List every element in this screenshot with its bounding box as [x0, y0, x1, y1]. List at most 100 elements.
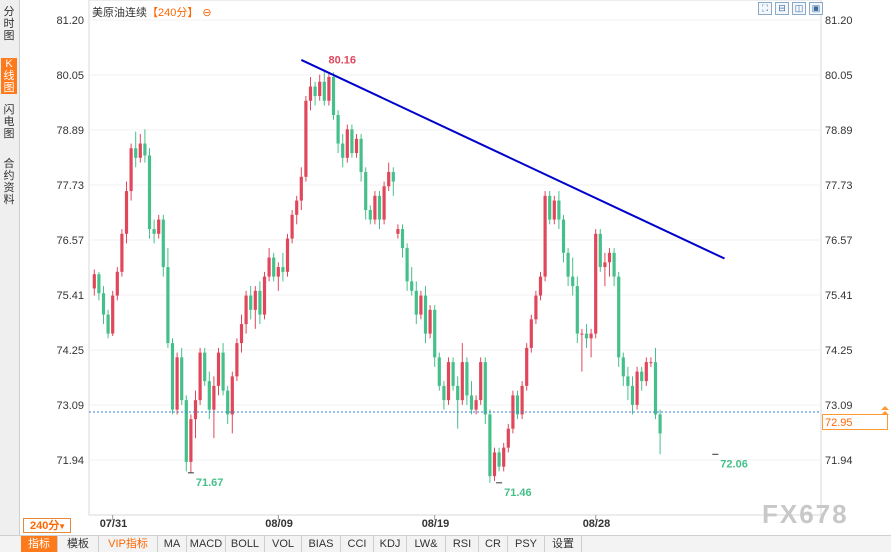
candle-body — [405, 248, 409, 282]
candle-body — [97, 274, 101, 294]
candle-body — [157, 219, 161, 234]
candle-body — [138, 143, 142, 158]
candle-body — [640, 371, 644, 382]
candles — [92, 69, 662, 483]
candle-body — [285, 238, 290, 272]
period-selector[interactable]: 240分 ▼ — [23, 518, 71, 533]
candle-body — [143, 143, 147, 156]
candle-body — [649, 362, 653, 364]
candle-body — [170, 343, 175, 410]
candle-body — [469, 395, 474, 410]
y-tick-label-right: 80.05 — [825, 70, 853, 82]
candle-body — [506, 428, 510, 448]
candle-body — [534, 295, 538, 320]
y-tick-label-left: 80.05 — [56, 70, 84, 82]
candle-body — [552, 200, 556, 220]
candle-body — [313, 86, 317, 97]
candle-body — [235, 343, 239, 377]
watermark: FX678 — [762, 499, 849, 529]
indicator-button-macd[interactable]: MACD — [187, 536, 226, 552]
candle-body — [488, 414, 492, 477]
x-tick-label: 08/09 — [265, 518, 293, 530]
candle-body — [318, 81, 322, 97]
indicator-button-rsi[interactable]: RSI — [446, 536, 479, 552]
candle-body — [538, 276, 543, 296]
candle-body — [442, 385, 446, 401]
candle-body — [230, 376, 234, 415]
indicator-button-cr[interactable]: CR — [479, 536, 508, 552]
indicator-button-boll[interactable]: BOLL — [226, 536, 265, 552]
candle-body — [322, 81, 326, 101]
candle-body — [580, 333, 584, 335]
y-tick-label-right: 75.41 — [825, 290, 853, 302]
indicator-button-kdj[interactable]: KDJ — [374, 536, 407, 552]
y-axis-right: 81.20 80.05 78.89 77.73 76.57 75.41 74.25 73.09… — [825, 15, 853, 467]
candle-body — [147, 155, 152, 230]
candle-body — [331, 77, 336, 116]
symbol-name: 美原油连续 — [92, 7, 147, 19]
pin-icon[interactable]: ⊖ — [202, 7, 212, 19]
indicator-button-settings[interactable]: 设置 — [545, 536, 582, 552]
candle-body — [221, 352, 225, 391]
indicator-button-ma[interactable]: MA — [158, 536, 187, 552]
indicator-button-psy[interactable]: PSY — [508, 536, 545, 552]
indicator-button-cci[interactable]: CCI — [341, 536, 374, 552]
candle-body — [129, 148, 133, 192]
candle-body — [111, 295, 115, 334]
candle-body — [617, 276, 621, 358]
dropdown-arrow-icon: ▼ — [58, 522, 66, 531]
candle-body — [437, 357, 441, 386]
trendline — [300, 59, 725, 260]
candle-body — [115, 271, 119, 296]
y-tick-label-left: 78.89 — [56, 125, 84, 137]
candle-body — [561, 219, 566, 253]
tab-lightning[interactable]: 闪电图 — [3, 104, 15, 140]
high-annotation: 80.16 — [329, 54, 357, 66]
indicator-button-lw[interactable]: LW& — [407, 536, 446, 552]
candle-body — [584, 333, 589, 339]
tab-timeshare[interactable]: 分时图 — [3, 6, 15, 42]
candle-body — [520, 385, 524, 415]
candle-body — [124, 191, 129, 234]
candle-body — [410, 281, 414, 291]
candle-body — [492, 452, 497, 477]
candle-body — [308, 86, 313, 101]
y-tick-label-right: 78.89 — [825, 125, 853, 137]
indicator-button-vip[interactable]: VIP指标 — [99, 536, 158, 552]
indicator-button-template[interactable]: 模板 — [58, 536, 99, 552]
candle-body — [515, 395, 520, 415]
indicator-button-zhibiao[interactable]: 指标 — [21, 536, 58, 552]
y-tick-label-left: 81.20 — [56, 15, 84, 27]
zoom-out-icon[interactable]: ⊟ — [775, 2, 789, 15]
x-axis: 07/31 08/09 08/19 08/28 — [100, 515, 610, 530]
candle-body — [166, 267, 170, 344]
candle-body — [543, 195, 547, 277]
tab-kline[interactable]: K线图 — [1, 58, 17, 94]
tab-contract-info[interactable]: 合约资料 — [3, 158, 15, 206]
candle-body — [456, 385, 460, 401]
indicator-button-bias[interactable]: BIAS — [302, 536, 341, 552]
settings-icon[interactable]: ▣ — [809, 2, 823, 15]
candle-body — [483, 362, 487, 415]
plot-frame — [88, 0, 822, 516]
y-tick-label-right: 73.09 — [825, 400, 853, 412]
candle-body — [226, 390, 230, 415]
candle-body — [189, 419, 193, 462]
indicator-button-vol[interactable]: VOL — [265, 536, 302, 552]
y-tick-label-left: 73.09 — [56, 400, 84, 412]
candle-body — [175, 357, 179, 410]
candle-body — [621, 357, 625, 377]
candle-body — [262, 276, 267, 315]
candle-body — [414, 290, 418, 315]
candle-body — [658, 414, 662, 434]
layout-icon[interactable]: ◫ — [792, 2, 806, 15]
candle-body — [216, 352, 221, 386]
fullscreen-icon[interactable]: ⛶ — [758, 2, 772, 15]
candle-body — [327, 77, 331, 101]
candle-body — [373, 195, 377, 220]
indicator-bar: 指标 模板 VIP指标 MA MACD BOLL VOL BIAS CCI KD… — [0, 535, 891, 552]
candle-body — [566, 252, 570, 277]
candle-body — [396, 229, 400, 234]
y-axis-left: 81.20 80.05 78.89 77.73 76.57 75.41 74.25 73.09… — [56, 15, 84, 467]
